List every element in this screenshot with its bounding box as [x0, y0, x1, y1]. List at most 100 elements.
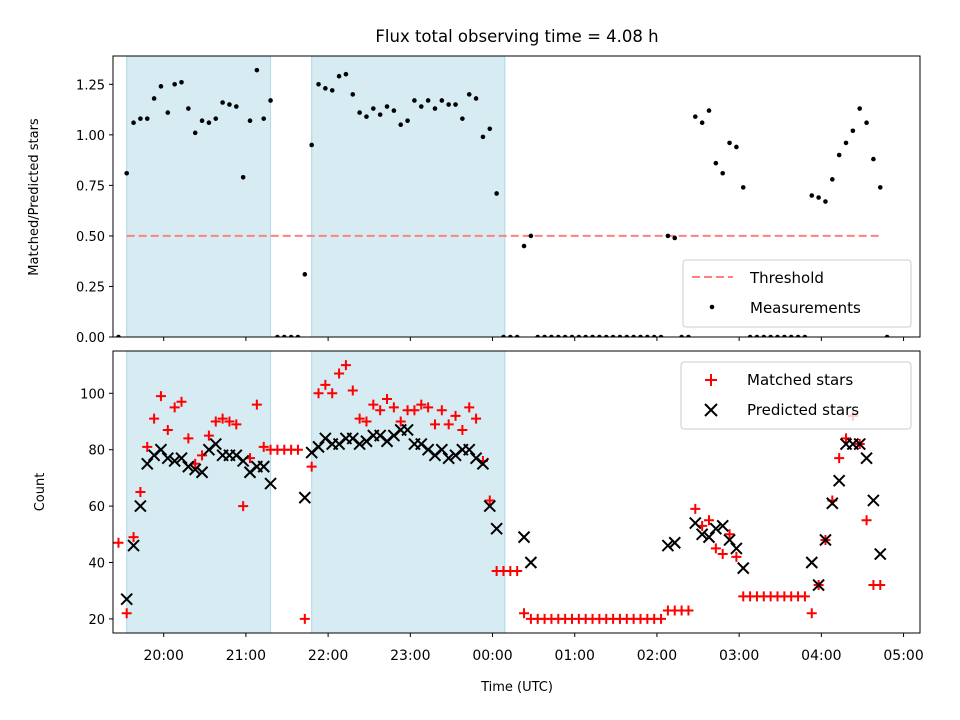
- measurement-point: [754, 334, 760, 337]
- matched-point: [512, 565, 523, 576]
- matched-point: [299, 613, 310, 624]
- axes-frame-ratio: [112, 55, 921, 338]
- predicted-point: [826, 497, 839, 510]
- matched-point: [155, 391, 166, 402]
- matched-point: [799, 591, 810, 602]
- x-tick-label: 03:00: [719, 648, 759, 664]
- measurement-point: [439, 98, 445, 103]
- predicted-point: [867, 494, 880, 507]
- predicted-point: [661, 539, 675, 552]
- matched-point: [429, 419, 440, 430]
- matched-point: [128, 532, 139, 543]
- y-tick-label: 80: [88, 444, 105, 459]
- matched-point: [197, 450, 208, 461]
- measurement-point: [501, 334, 506, 337]
- measurement-point: [740, 185, 746, 190]
- ratio-panel: 0.00 0.25 0.50 0.75 1.00 1.25: [76, 55, 921, 346]
- measurement-point: [186, 106, 191, 111]
- measurement-point: [460, 116, 465, 121]
- matched-point: [203, 430, 214, 441]
- matched-point: [368, 399, 379, 410]
- measurement-point: [124, 170, 130, 176]
- measurement-point: [275, 334, 280, 337]
- x-tick-label: 04:00: [801, 648, 841, 664]
- measurement-point: [877, 185, 883, 190]
- predicted-point: [702, 530, 716, 544]
- matched-point: [704, 515, 715, 526]
- matched-point: [135, 487, 146, 497]
- predicted-point: [517, 530, 531, 544]
- measurement-point: [144, 116, 150, 121]
- predicted-point: [805, 556, 818, 569]
- matched-point: [361, 416, 372, 427]
- observing-window-1: [126, 351, 272, 633]
- y-tick-label: 0.75: [76, 179, 105, 194]
- matched-point: [731, 551, 742, 562]
- measurement-point: [302, 272, 308, 277]
- matched-point: [340, 360, 351, 371]
- y-tick-label: 20: [88, 613, 105, 628]
- measurement-point: [247, 118, 253, 123]
- measurement-point: [555, 334, 561, 337]
- x-axis-label: Time (UTC): [480, 680, 553, 695]
- measurement-point: [398, 122, 404, 128]
- measurement-point: [610, 334, 616, 337]
- matched-point: [409, 405, 420, 416]
- measurement-point: [857, 106, 863, 111]
- measurement-point: [850, 128, 856, 134]
- predicted-point: [312, 440, 325, 454]
- matched-point: [519, 608, 530, 619]
- measurement-point: [261, 116, 267, 121]
- measurement-point: [405, 118, 410, 123]
- measurement-point: [268, 98, 273, 103]
- matched-point: [395, 416, 406, 427]
- measurement-point: [151, 96, 157, 101]
- measurement-point: [535, 334, 541, 337]
- matched-point: [313, 388, 324, 399]
- measurement-point: [562, 334, 568, 337]
- measurement-point: [809, 193, 815, 198]
- measurement-point: [830, 177, 835, 182]
- matched-point: [231, 419, 242, 430]
- legend-measurements-swatch: [709, 304, 715, 310]
- measurement-point: [473, 96, 479, 101]
- predicted-point: [463, 443, 476, 456]
- measurement-point: [603, 334, 609, 337]
- matched-point: [423, 402, 434, 413]
- predicted-point: [737, 561, 750, 575]
- predicted-point: [490, 522, 503, 535]
- measurement-point: [480, 134, 486, 140]
- legend-measurements-label: Measurements: [750, 299, 861, 317]
- plot-area-ratio: [116, 56, 890, 337]
- measurement-point: [432, 106, 438, 111]
- measurement-point: [377, 112, 383, 117]
- matched-point: [690, 503, 701, 514]
- measurement-point: [446, 102, 451, 107]
- predicted-point: [161, 451, 175, 465]
- matched-point: [176, 396, 187, 407]
- measurement-point: [706, 108, 712, 113]
- measurement-point: [165, 110, 171, 115]
- matched-point: [306, 461, 317, 472]
- matched-point: [450, 410, 461, 421]
- predicted-point: [812, 578, 825, 592]
- matched-point: [251, 399, 262, 410]
- predicted-point: [154, 443, 168, 456]
- x-tick-label: 20:00: [144, 648, 184, 664]
- axes-frame-count: [112, 350, 921, 634]
- measurement-point: [823, 199, 828, 204]
- y-tick-label: 40: [88, 557, 105, 572]
- measurement-point: [384, 104, 390, 109]
- measurement-point: [549, 334, 554, 337]
- matched-point: [258, 441, 269, 452]
- chart-title: Flux total observing time = 4.08 h: [375, 27, 658, 46]
- measurement-point: [528, 233, 534, 239]
- y-tick-label: 1.00: [76, 129, 105, 144]
- measurement-point: [364, 114, 369, 119]
- matched-point: [210, 416, 221, 427]
- matched-point: [382, 393, 393, 404]
- y-axis-label-ratio: Matched/Predicted stars: [27, 118, 42, 276]
- measurement-point: [309, 142, 314, 148]
- measurement-point: [576, 334, 582, 337]
- observing-window-2: [311, 56, 506, 337]
